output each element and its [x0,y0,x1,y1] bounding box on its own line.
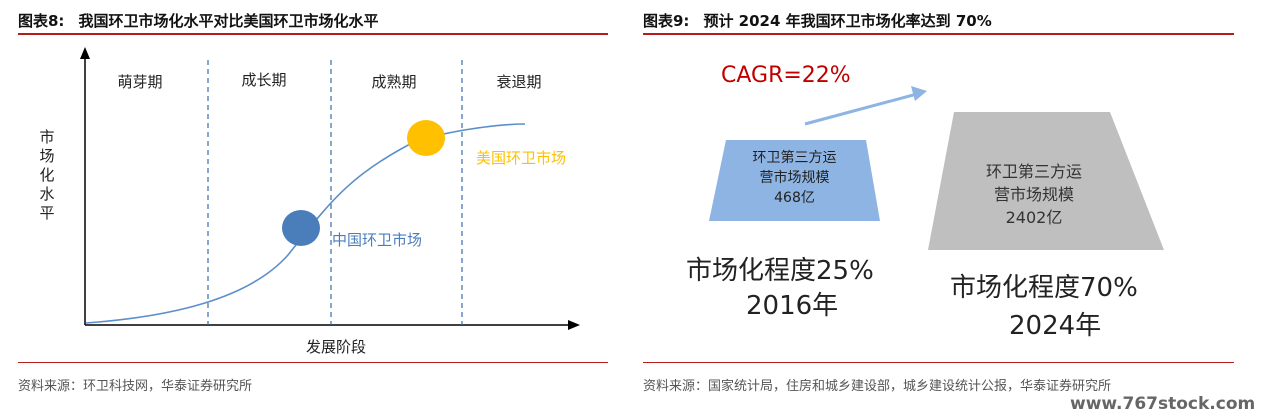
y-axis-label: 市场化水平 [39,128,55,222]
right-title-rule [643,33,1234,35]
us-market-marker [407,120,445,156]
box-2016-line1: 环卫第三方运 [752,150,837,166]
cagr-arrowhead [911,86,927,101]
right-source: 资料来源：国家统计局，住房和城乡建设部，城乡建设统计公报，华泰证券研究所 [643,379,1112,394]
market-growth-diagram [709,86,1164,250]
left-figure-title: 图表8: 我国环卫市场化水平对比美国环卫市场化水平 [18,10,378,31]
stage-label-2: 成长期 [241,71,286,89]
stage-label-1: 萌芽期 [117,73,162,91]
box-2016-line2: 营市场规模 [759,170,830,186]
x-axis-label: 发展阶段 [306,338,366,356]
right-figure-title: 图表9: 预计 2024 年我国环卫市场化率达到 70% [643,10,992,31]
left-figure: 图表8: 我国环卫市场化水平对比美国环卫市场化水平 萌芽期 成长期 成熟期 衰退期… [18,0,608,420]
left-title-text: 我国环卫市场化水平对比美国环卫市场化水平 [78,12,379,30]
stage-label-3: 成熟期 [371,73,416,91]
stage-label-4: 衰退期 [496,73,541,91]
year-2024: 2024年 [1009,311,1102,341]
box-2024-value: 2402亿 [1005,208,1063,227]
market-lifecycle-diagram: 萌芽期 成长期 成熟期 衰退期 美国环卫市场 中国环卫市场 发展阶段 [80,47,580,356]
box-2016-text: 环卫第三方运 营市场规模 468亿 [709,148,880,208]
box-2024-line1: 环卫第三方运 [985,162,1082,181]
site-watermark: www.767stock.com [1070,394,1256,414]
rate-2024: 市场化程度70% [950,273,1138,303]
us-market-label: 美国环卫市场 [476,149,566,167]
box-2016-value: 468亿 [774,190,815,206]
cagr-label: CAGR=22% [721,63,851,88]
left-source: 资料来源：环卫科技网，华泰证券研究所 [18,379,253,394]
market-size-2016-box [709,140,880,221]
right-title-number: 图表9: [643,12,690,30]
cn-market-label: 中国环卫市场 [332,231,422,249]
market-size-2024-box [928,112,1164,250]
cn-market-marker [282,210,320,246]
right-figure: 图表9: 预计 2024 年我国环卫市场化率达到 70% CAGR=22% 环卫第… [643,0,1234,420]
right-bottom-rule [643,362,1234,363]
left-title-rule [18,33,608,35]
right-title-text: 预计 2024 年我国环卫市场化率达到 70% [703,12,992,30]
left-bottom-rule [18,362,608,363]
rate-2016: 市场化程度25% [686,256,874,286]
growth-curve [85,123,526,324]
y-axis-arrow [80,47,90,59]
box-2024-line2: 营市场规模 [993,185,1074,204]
year-2016: 2016年 [746,291,839,321]
left-title-number: 图表8: [18,12,65,30]
box-2024-text: 环卫第三方运 营市场规模 2402亿 [954,160,1114,229]
x-axis-arrow [568,320,580,330]
cagr-arrow [804,92,918,126]
